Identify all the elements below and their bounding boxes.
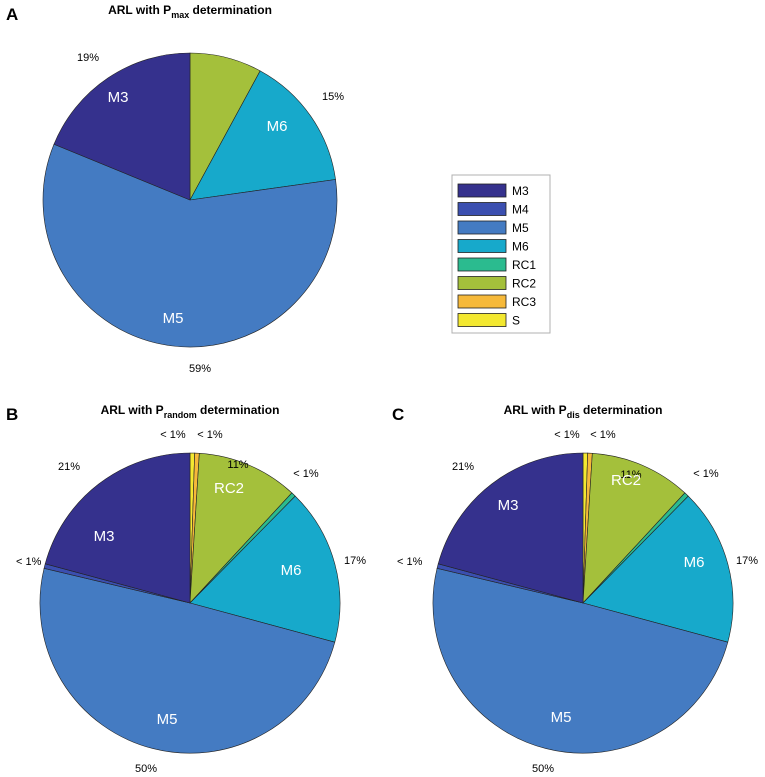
- percent-label-m6: 17%: [736, 555, 758, 567]
- percent-label-m3: 21%: [452, 461, 474, 473]
- panel-a: A ARL with Pmax determination 15% M6 59% M5…: [6, 3, 344, 375]
- legend-label-m6: M6: [512, 240, 529, 254]
- legend-swatch-rc3: [457, 294, 507, 309]
- percent-label-m5: 50%: [135, 763, 157, 775]
- percent-label-s: < 1%: [160, 429, 186, 441]
- slice-label-rc2: RC2: [611, 472, 641, 489]
- percent-label-m5: 50%: [532, 763, 554, 775]
- slice-label-m6: M6: [281, 562, 302, 579]
- panel-b-labels: < 1% < 1% 11% RC2 < 1% 17% M6 50% M5 < 1% 21% M3: [16, 429, 366, 775]
- legend-swatch-m5: [457, 220, 507, 235]
- slice-label-m3: M3: [498, 497, 519, 514]
- legend-swatch-rc1: [457, 257, 507, 272]
- percent-label-rc2: 11%: [620, 469, 641, 481]
- pie-slice-m3: [437, 452, 584, 604]
- pie-slice-m5: [39, 567, 336, 754]
- pie-slice-m6: [189, 495, 341, 643]
- slice-label-m6: M6: [267, 118, 288, 135]
- percent-label-rc1: < 1%: [693, 468, 719, 480]
- legend-label-rc1: RC1: [512, 258, 536, 272]
- legend-label-m3: M3: [512, 184, 529, 198]
- slice-label-m6: M6: [684, 554, 705, 571]
- percent-label-m4: < 1%: [397, 556, 423, 568]
- legend-frame: [451, 174, 551, 334]
- legend-label-m4: M4: [512, 203, 529, 217]
- slice-label-m5: M5: [163, 310, 184, 327]
- percent-label-m5: 59%: [189, 363, 211, 375]
- panel-c: C ARL with Pdis determination < 1% < 1% 11…: [392, 403, 758, 775]
- percent-label-m6: 15%: [322, 91, 344, 103]
- legend-swatch-m6: [457, 239, 507, 253]
- pie-slice-m6: [189, 70, 336, 201]
- percent-label-rc2: 11%: [227, 459, 248, 471]
- panel-letter-b: B: [6, 405, 18, 424]
- panel-letter-a: A: [6, 5, 18, 24]
- percent-label-rc3: < 1%: [590, 429, 616, 441]
- legend-swatch-rc2: [457, 276, 507, 290]
- panel-b-title: ARL with Prandom determination: [101, 403, 280, 420]
- legend-label-rc3: RC3: [512, 295, 536, 309]
- slice-label-m3: M3: [108, 89, 129, 106]
- panel-c-slices: [432, 452, 734, 754]
- percent-label-s: < 1%: [554, 429, 580, 441]
- slice-label-m5: M5: [157, 711, 178, 728]
- pie-slice-rc2: [582, 452, 686, 604]
- panel-letter-c: C: [392, 405, 404, 424]
- legend-swatch-s: [457, 313, 507, 327]
- percent-label-rc3: < 1%: [197, 429, 223, 441]
- pie-slice-m5: [432, 567, 729, 754]
- legend: M3 M4 M5 M6 RC1 RC2 RC3 S: [451, 174, 551, 334]
- panel-a-title: ARL with Pmax determination: [108, 3, 272, 20]
- percent-label-m3: 19%: [77, 52, 99, 64]
- panel-b: B ARL with Prandom determination < 1% < 1…: [6, 403, 366, 775]
- legend-swatch-m4: [457, 202, 507, 216]
- slice-label-m5: M5: [551, 709, 572, 726]
- slice-label-m3: M3: [94, 528, 115, 545]
- pie-slice-m5: [42, 143, 338, 348]
- panel-b-slices: [39, 452, 341, 754]
- percent-label-m6: 17%: [344, 555, 366, 567]
- panel-a-labels: 15% M6 59% M5 19% M3: [77, 52, 344, 375]
- legend-label-rc2: RC2: [512, 277, 536, 291]
- slice-label-rc2: RC2: [214, 480, 244, 497]
- panel-a-slices: [42, 52, 338, 348]
- pie-slice-m6: [582, 495, 734, 643]
- pie-slice-m3: [44, 452, 191, 604]
- legend-label-m5: M5: [512, 221, 529, 235]
- percent-label-m3: 21%: [58, 461, 80, 473]
- percent-label-m4: < 1%: [16, 556, 42, 568]
- pie-slice-rc2: [189, 452, 293, 604]
- percent-label-rc1: < 1%: [293, 468, 319, 480]
- pie-slice-m3: [53, 52, 191, 201]
- legend-swatch-m3: [457, 183, 507, 198]
- panel-c-title: ARL with Pdis determination: [504, 403, 663, 420]
- panel-c-labels: < 1% < 1% 11%RC2 < 1% 17% M6 50% M5 < 1% 21% M3: [397, 429, 758, 775]
- legend-label-s: S: [512, 314, 520, 328]
